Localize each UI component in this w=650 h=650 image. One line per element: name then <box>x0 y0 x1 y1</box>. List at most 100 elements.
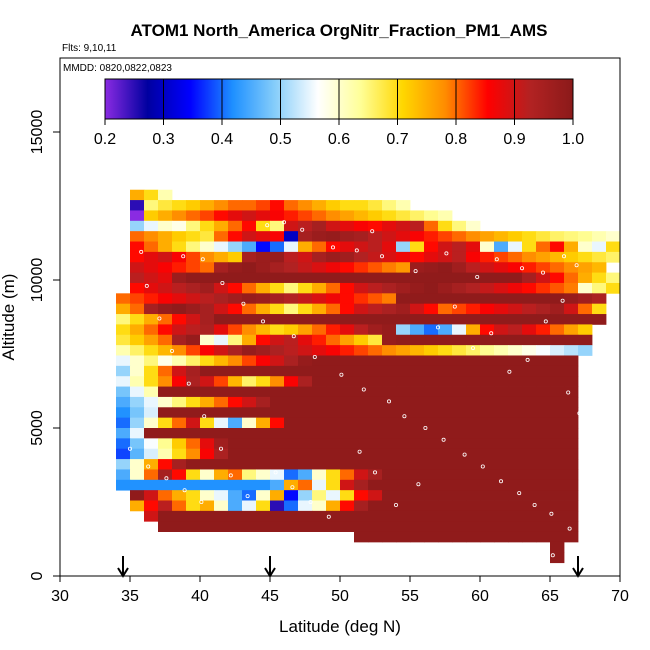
heatmap-cell <box>242 272 257 284</box>
heatmap-cell <box>354 376 369 387</box>
heatmap-cell <box>438 469 453 481</box>
heatmap-cell <box>340 417 355 429</box>
heatmap-cell <box>326 324 341 336</box>
heatmap-cell <box>270 459 285 470</box>
heatmap-cell <box>312 324 327 336</box>
heatmap-cell <box>186 428 201 439</box>
heatmap-cell <box>200 521 215 532</box>
heatmap-cell <box>452 220 467 232</box>
heatmap-cell <box>214 459 229 470</box>
heatmap-cell <box>452 448 467 460</box>
sample-point <box>475 274 480 279</box>
x-tick-label: 55 <box>401 588 419 605</box>
heatmap-cell <box>564 469 579 481</box>
heatmap-cell <box>396 490 411 501</box>
heatmap-cell <box>368 345 383 356</box>
heatmap-cell <box>242 293 257 305</box>
heatmap-cell <box>326 459 341 470</box>
heatmap-cell <box>144 386 159 398</box>
heatmap-cell <box>536 355 551 367</box>
heatmap-cell <box>116 459 131 470</box>
heatmap-cell <box>172 241 187 253</box>
heatmap-cell <box>564 407 579 419</box>
heatmap-cell <box>186 376 201 387</box>
heatmap-cell <box>480 241 495 253</box>
heatmap-cell <box>494 521 509 532</box>
mmdd-label: MMDD: 0820,0822,0823 <box>63 63 172 74</box>
heatmap-cell <box>284 324 299 336</box>
sample-point <box>560 298 565 303</box>
heatmap-cell <box>270 500 285 512</box>
heatmap-cell <box>270 376 285 387</box>
heatmap-cell <box>368 521 383 532</box>
heatmap-cell <box>508 428 523 439</box>
heatmap-cell <box>522 365 537 377</box>
heatmap-cell <box>326 428 341 439</box>
heatmap-cell <box>242 210 257 222</box>
heatmap-cell <box>130 479 145 491</box>
heatmap-cell <box>298 448 313 460</box>
heatmap-cell <box>382 314 397 325</box>
heatmap-cell <box>228 500 243 512</box>
heatmap-cell <box>172 220 187 232</box>
heatmap-cell <box>158 521 173 532</box>
sample-point <box>308 499 313 504</box>
heatmap-cell <box>536 500 551 512</box>
heatmap-cell <box>522 479 537 491</box>
heatmap-cell <box>508 272 523 284</box>
heatmap-cell <box>214 220 229 232</box>
heatmap-cell <box>396 531 411 543</box>
heatmap-cell <box>256 345 271 356</box>
heatmap-cell <box>452 428 467 439</box>
heatmap-cell <box>424 293 439 305</box>
sample-points <box>121 208 586 558</box>
heatmap-cell <box>116 293 131 305</box>
sample-point <box>386 399 391 404</box>
heatmap-cell <box>214 376 229 387</box>
sample-point <box>372 470 377 475</box>
heatmap-cell <box>396 396 411 408</box>
heatmap-cell <box>438 396 453 408</box>
heatmap-cell <box>256 293 271 305</box>
heatmap-cell <box>606 251 621 263</box>
heatmap-cell <box>592 303 607 315</box>
heatmap-cell <box>466 479 481 491</box>
heatmap-cell <box>550 324 565 336</box>
heatmap-cell <box>382 220 397 232</box>
heatmap-cell <box>508 386 523 398</box>
heatmap-cell <box>186 396 201 408</box>
heatmap-cell <box>550 500 565 512</box>
heatmap-cell <box>200 490 215 501</box>
heatmap-cell <box>550 428 565 439</box>
heatmap-cell <box>228 396 243 408</box>
heatmap-cell <box>158 231 173 242</box>
heatmap-cell <box>536 376 551 387</box>
heatmap-cell <box>284 459 299 470</box>
heatmap-cell <box>438 500 453 512</box>
heatmap-cell <box>186 417 201 429</box>
heatmap-cell <box>340 272 355 284</box>
heatmap-cell <box>242 428 257 439</box>
heatmap-cell <box>228 241 243 253</box>
heatmap-cell <box>368 314 383 325</box>
heatmap-cell <box>144 448 159 460</box>
heatmap-cell <box>242 355 257 367</box>
heatmap-cell <box>144 479 159 491</box>
heatmap-cell <box>480 386 495 398</box>
sample-point <box>507 369 512 374</box>
heatmap-cell <box>158 438 173 450</box>
sample-point <box>379 254 384 259</box>
heatmap-cell <box>298 479 313 491</box>
heatmap-cell <box>438 293 453 305</box>
heatmap-cell <box>214 365 229 377</box>
heatmap-cell <box>536 448 551 460</box>
heatmap-cell <box>312 376 327 387</box>
heatmap-cell <box>578 262 593 273</box>
heatmap-cell <box>522 272 537 284</box>
heatmap-cell <box>466 345 481 356</box>
heatmap-cell <box>172 345 187 356</box>
heatmap-cell <box>382 376 397 387</box>
heatmap-cell <box>256 282 271 294</box>
heatmap-cell <box>284 417 299 429</box>
heatmap-cell <box>438 510 453 522</box>
